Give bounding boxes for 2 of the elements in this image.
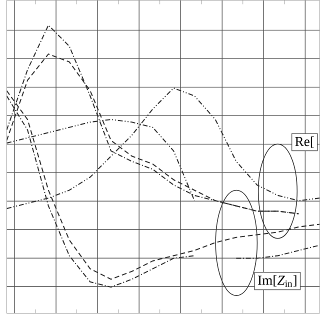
annotation: Im[Z$_{in}$] [258,275,296,287]
annotation: Re[ [295,136,314,148]
